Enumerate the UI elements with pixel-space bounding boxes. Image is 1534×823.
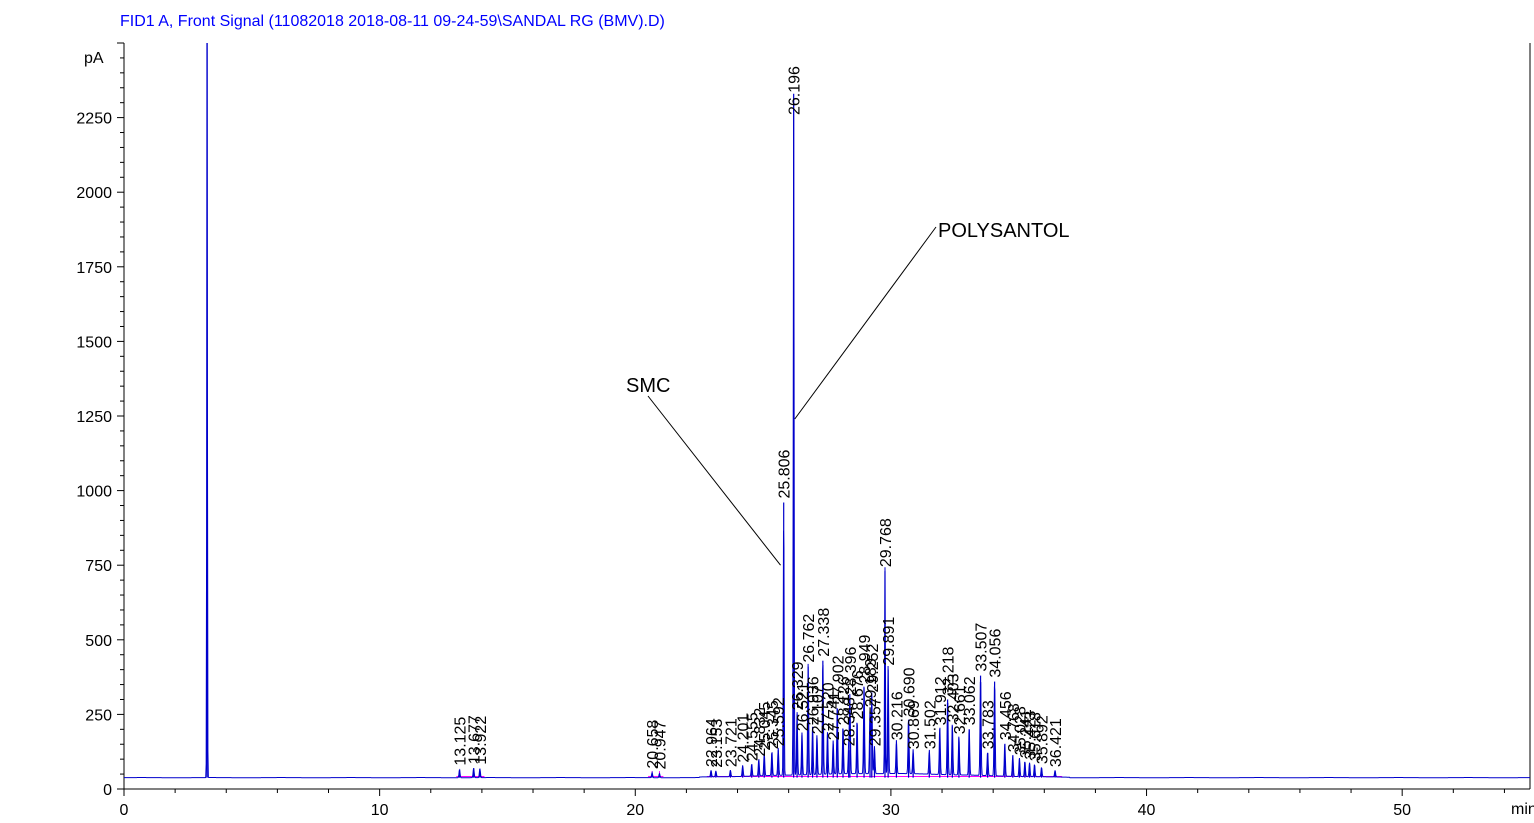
- signal-trace: [124, 43, 1531, 779]
- peak-label: 23.153: [709, 719, 726, 768]
- peak-label: 24.555: [745, 712, 762, 761]
- y-tick-label: 1500: [76, 334, 112, 351]
- x-axis-label: min: [1511, 801, 1534, 818]
- peak-label: 33.507: [974, 623, 991, 672]
- y-tick-label: 750: [85, 558, 112, 575]
- peak-label: 28.126: [836, 676, 853, 725]
- peak-label: 28.676: [850, 670, 867, 719]
- peak-label: 27.902: [830, 655, 847, 704]
- polysantol-leader-line: [794, 226, 937, 420]
- y-tick-label: 500: [85, 633, 112, 650]
- axes-frame: 0 250 500 750 1000 1250 1500 1750 2000 2250 0 10 20 3…: [76, 42, 1531, 819]
- peak-label: 28.396: [843, 646, 860, 695]
- peak-label: 33.783: [981, 700, 998, 749]
- peak-label: 32.218: [941, 646, 958, 695]
- peak-label: 20.947: [652, 720, 669, 769]
- peak-label: 26.196: [787, 66, 804, 115]
- peak-label: 34.056: [988, 629, 1005, 678]
- y-tick-label: 1250: [76, 409, 112, 426]
- polysantol-annotation: POLYSANTOL: [938, 220, 1070, 242]
- peak-label: 27.741: [826, 691, 843, 740]
- peak-label: 28.949: [857, 634, 874, 683]
- peak-label: 35.423: [1023, 711, 1040, 760]
- peak-label: 27.520: [821, 682, 838, 731]
- peak-label: 32.403: [945, 673, 962, 722]
- peak-label: 13.922: [473, 716, 490, 765]
- annotations: SMC POLYSANTOL: [626, 220, 1070, 566]
- peak-label: 32.661: [952, 685, 969, 734]
- peak-label: 27.107: [810, 685, 827, 734]
- peak-label: 26.936: [806, 676, 823, 725]
- x-tick-label: 50: [1393, 802, 1411, 819]
- peak-label: 28.348: [842, 697, 859, 746]
- peak-label: 13.125: [453, 717, 470, 766]
- peak-label: 27.338: [816, 608, 833, 657]
- x-tick-label: 0: [120, 802, 129, 819]
- peak-label: 26.329: [790, 661, 807, 710]
- peak-label: 29.252: [865, 643, 882, 692]
- x-tick-label: 20: [626, 802, 644, 819]
- peak-label: 30.869: [906, 700, 923, 749]
- peak-label: 25.345: [765, 700, 782, 749]
- y-tick-label: 2000: [76, 185, 112, 202]
- signal-line: [124, 48, 1531, 779]
- peak-label: 31.912: [933, 676, 950, 725]
- x-tick-label: 10: [371, 802, 389, 819]
- peak-label: 31.502: [922, 700, 939, 749]
- peak-label: 25.592: [771, 697, 788, 746]
- peak-label: 35.618: [1028, 712, 1045, 761]
- peak-label: 30.690: [902, 667, 919, 716]
- x-tick-label: 40: [1138, 802, 1156, 819]
- smc-annotation: SMC: [626, 375, 670, 397]
- peak-label: 34.768: [1006, 703, 1023, 752]
- peak-label: 35.241: [1018, 709, 1035, 758]
- peak-label: 22.964: [704, 718, 721, 767]
- peak-label: 26.521: [795, 682, 812, 731]
- peak-label: 23.721: [723, 718, 740, 767]
- peak-label: 20.658: [645, 720, 662, 769]
- axis-labels: pA min: [84, 50, 1534, 818]
- peak-label: 25.806: [777, 450, 794, 499]
- y-tick-label: 250: [85, 707, 112, 724]
- peak-label: 24.201: [736, 714, 753, 763]
- peak-label: 30.216: [889, 691, 906, 740]
- peak-label: 29.357: [867, 697, 884, 746]
- y-tick-label: 1750: [76, 260, 112, 277]
- peak-label: 36.421: [1048, 718, 1065, 767]
- peak-label: 25.045: [757, 702, 774, 751]
- chart-title: FID1 A, Front Signal (11082018 2018-08-1…: [120, 13, 665, 30]
- smc-leader-line: [647, 395, 781, 566]
- peak-label: 35.892: [1035, 715, 1052, 764]
- peak-label: 26.762: [801, 614, 818, 663]
- x-tick-label: 30: [882, 802, 900, 819]
- peak-label: 33.062: [962, 676, 979, 725]
- peak-label: 24.832: [752, 708, 769, 757]
- peak-label: 29.183: [863, 658, 880, 707]
- peak-label: 35.028: [1012, 706, 1029, 755]
- y-tick-label: 0: [103, 782, 112, 799]
- peak-label: 13.677: [467, 715, 484, 764]
- peak-label: 34.456: [998, 691, 1015, 740]
- peak-label: 29.891: [881, 617, 898, 666]
- y-axis-label: pA: [84, 50, 104, 67]
- peak-label: 29.768: [878, 518, 895, 567]
- y-tick-label: 2250: [76, 111, 112, 128]
- y-tick-label: 1000: [76, 484, 112, 501]
